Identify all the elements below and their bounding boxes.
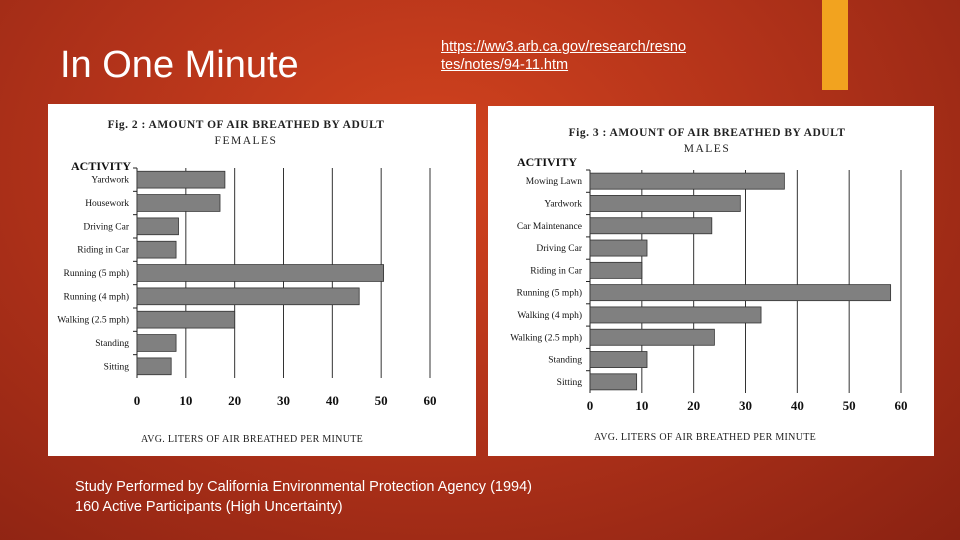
male-category-label: Mowing Lawn [526,177,582,187]
female-bar [136,287,360,306]
female-category-label: Running (4 mph) [64,291,129,302]
female-category-label: Housework [85,199,129,209]
female-x-tick-label: 10 [179,393,192,408]
study-note: Study Performed by California Environmen… [75,477,532,517]
male-bar [589,328,715,346]
male-bar [589,284,892,302]
source-link-line-1: https://ww3.arb.ca.gov/research/resno [441,39,687,55]
male-bar [589,172,785,190]
female-air-chart: Fig. 2 : AMOUNT OF AIR BREATHED BY ADULT… [57,119,437,445]
source-link[interactable]: https://ww3.arb.ca.gov/research/resno te… [441,38,771,74]
male-category-label: Sitting [557,378,583,388]
male-bar [589,351,648,368]
male-category-label: Riding in Car [530,266,583,276]
source-link-line-2: tes/notes/94-11.htm [441,57,569,73]
female-category-label: Riding in Car [77,246,130,256]
male-chart-panel: Fig. 3 : AMOUNT OF AIR BREATHED BY ADULT… [488,106,934,456]
male-bar [589,306,762,324]
accent-bar [822,0,848,90]
male-title-line-2: MALES [684,143,730,155]
male-title-line-1: Fig. 3 : AMOUNT OF AIR BREATHED BY ADULT [569,127,846,139]
male-category-label: Standing [548,356,582,366]
male-x-tick-label: 50 [843,398,856,413]
female-bar [136,310,236,329]
female-x-tick-label: 60 [424,393,437,408]
male-x-tick-label: 40 [791,398,804,413]
female-bar [136,264,385,282]
female-x-tick-label: 0 [134,393,141,408]
male-air-chart: Fig. 3 : AMOUNT OF AIR BREATHED BY ADULT… [510,127,908,443]
female-chart-panel: Fig. 2 : AMOUNT OF AIR BREATHED BY ADULT… [48,104,476,456]
female-bar [136,217,179,236]
male-x-tick-label: 10 [635,398,648,413]
female-bar [136,357,172,376]
female-category-label: Standing [95,339,129,349]
female-xlabel: AVG. LITERS OF AIR BREATHED PER MINUTE [141,434,363,445]
male-category-label: Running (5 mph) [517,288,582,299]
female-bar [136,240,177,259]
female-bar [136,334,177,352]
male-x-tick-label: 60 [895,398,908,413]
study-note-line-2: 160 Active Participants (High Uncertaint… [75,499,343,515]
male-category-label: Walking (4 mph) [517,310,582,321]
male-category-label: Yardwork [544,199,582,209]
male-category-label: Walking (2.5 mph) [510,332,582,343]
female-category-label: Yardwork [91,176,129,186]
male-x-tick-label: 20 [687,398,700,413]
male-bar [589,239,648,257]
female-category-label: Sitting [104,362,130,372]
male-category-label: Car Maintenance [517,222,582,232]
female-x-tick-label: 50 [375,393,388,408]
female-x-tick-label: 30 [277,393,290,408]
female-bar [136,170,226,189]
female-category-label: Running (5 mph) [64,268,129,279]
female-x-tick-label: 40 [326,393,339,408]
male-x-tick-label: 30 [739,398,752,413]
male-bar [589,373,638,391]
study-note-line-1: Study Performed by California Environmen… [75,479,532,495]
female-x-tick-label: 20 [228,393,241,408]
female-bar [136,194,221,212]
slide-title: In One Minute [60,44,299,86]
female-title-line-2: FEMALES [215,135,278,147]
female-category-label: Driving Car [83,222,129,232]
male-ylabel: ACTIVITY [517,155,577,169]
female-category-label: Walking (2.5 mph) [57,315,129,326]
male-category-label: Driving Car [536,244,582,254]
female-ylabel: ACTIVITY [71,159,131,173]
male-bar [589,217,713,235]
male-bar [589,195,741,212]
male-bar [589,261,643,279]
female-title-line-1: Fig. 2 : AMOUNT OF AIR BREATHED BY ADULT [108,119,385,131]
male-xlabel: AVG. LITERS OF AIR BREATHED PER MINUTE [594,432,816,443]
male-x-tick-label: 0 [587,398,594,413]
